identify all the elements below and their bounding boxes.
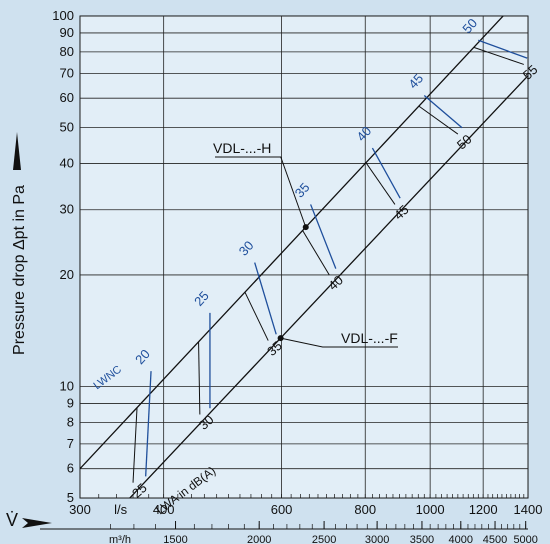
lwa-band-line <box>198 341 201 415</box>
lwa-band-line <box>418 105 459 135</box>
y-tick-label: 80 <box>60 44 74 59</box>
m3h-tick-label: 2000 <box>247 534 271 544</box>
right-arrow-icon <box>22 518 52 528</box>
lwnc-band-line <box>145 371 152 477</box>
lwnc-band-line <box>478 39 528 59</box>
y-tick-label: 30 <box>60 202 74 217</box>
y-tick-label: 5 <box>67 490 74 505</box>
lwa-band-line <box>132 407 138 483</box>
y-tick-label: 6 <box>67 461 74 476</box>
m3h-tick-label: 2500 <box>312 534 336 544</box>
x-tick-label: 400 <box>153 502 175 517</box>
lwa-band-line <box>473 46 524 65</box>
lwnc-band-line <box>254 262 277 335</box>
x-tick-label: 1000 <box>416 502 445 517</box>
y-tick-label: 8 <box>67 414 74 429</box>
lwnc-band-line <box>423 95 463 129</box>
series-line-f <box>128 75 528 498</box>
x-tick-label: 600 <box>271 502 293 517</box>
y-axis-label-text: Pressure drop Δpt in Pa <box>11 185 28 355</box>
x-unit-label: l/s <box>114 502 128 517</box>
x-tick-label: 300 <box>69 502 91 517</box>
lwa-band-line <box>365 162 396 205</box>
y-tick-label: 50 <box>60 120 74 135</box>
callout-f-line <box>280 337 398 348</box>
m3h-unit-label: m³/h <box>109 534 131 544</box>
callout-h-label: VDL-...-H <box>213 140 271 156</box>
y-tick-label: 9 <box>67 395 74 410</box>
x-tick-label: 800 <box>354 502 376 517</box>
lwnc-band-line <box>310 204 337 269</box>
up-arrow-icon <box>13 132 21 170</box>
lwa-band-line <box>302 230 330 276</box>
callout-f-label: VDL-...-F <box>341 330 398 346</box>
x-axis-label: V̇ <box>6 510 19 530</box>
y-tick-label: 60 <box>60 90 74 105</box>
y-tick-label: 40 <box>60 155 74 170</box>
y-tick-label: 7 <box>67 436 74 451</box>
x-tick-label: 1200 <box>469 502 498 517</box>
callout-h-line <box>215 156 307 228</box>
m3h-tick-label: 3500 <box>410 534 434 544</box>
m3h-tick-label: 3000 <box>365 534 389 544</box>
lwa-band-line <box>244 291 269 341</box>
y-tick-label: 10 <box>60 378 74 393</box>
x-tick-label: 1400 <box>514 502 543 517</box>
m3h-tick-label: 5000 <box>513 534 537 544</box>
plot-layer <box>80 16 528 498</box>
y-tick-label: 70 <box>60 65 74 80</box>
lwnc-band-line <box>371 147 401 199</box>
y-tick-label: 90 <box>60 25 74 40</box>
plot-area <box>79 15 529 499</box>
m3h-tick-label: 1500 <box>163 534 187 544</box>
y-tick-label: 100 <box>52 8 74 23</box>
m3h-tick-label: 4000 <box>449 534 473 544</box>
y-tick-label: 20 <box>60 267 74 282</box>
m3h-tick-label: 4500 <box>483 534 507 544</box>
